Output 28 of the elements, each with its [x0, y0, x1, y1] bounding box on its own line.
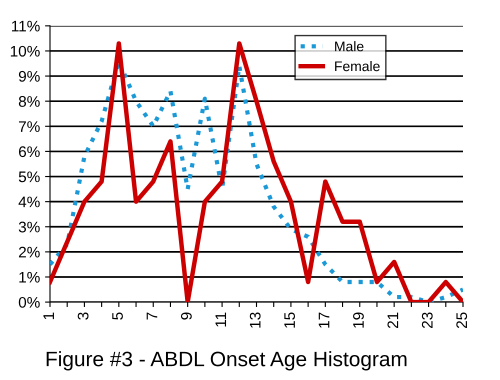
y-tick-label: 3%: [18, 222, 40, 232]
y-tick-label: 10%: [10, 46, 40, 57]
y-tick-label: 8%: [18, 96, 40, 107]
y-tick-label: 7%: [18, 121, 40, 132]
y-tick-label: 9%: [18, 70, 40, 82]
x-tick-label: 1: [43, 312, 54, 320]
x-tick-label: 3: [78, 312, 89, 320]
x-tick-label: 13: [250, 312, 261, 328]
text: Figure #3 - ABDL Onset Age Histogram: [46, 351, 406, 370]
legend-label: Female: [335, 60, 380, 72]
y-tick-label: 6%: [18, 146, 40, 158]
y-tick-label: 11%: [12, 20, 40, 32]
x-tick-label: 15: [284, 312, 296, 328]
x-tick-label: 23: [422, 312, 433, 328]
x-tick-label: 9: [180, 312, 192, 320]
x-tick-label: 11: [216, 312, 226, 327]
x-tick-label: 5: [112, 312, 123, 320]
y-tick-label: 1%: [19, 272, 40, 283]
x-tick-label: 7: [146, 312, 158, 320]
y-tick-label: 0%: [18, 296, 40, 308]
x-tick-label: 17: [318, 312, 330, 328]
x-tick-label: 19: [353, 312, 364, 328]
y-tick-label: 4%: [18, 196, 40, 208]
y-tick-label: 5%: [18, 171, 40, 182]
x-tick-label: 25: [456, 312, 468, 328]
legend-label: Male: [335, 41, 364, 52]
y-tick-label: 2%: [18, 246, 40, 258]
x-tick-label: 21: [387, 312, 398, 328]
